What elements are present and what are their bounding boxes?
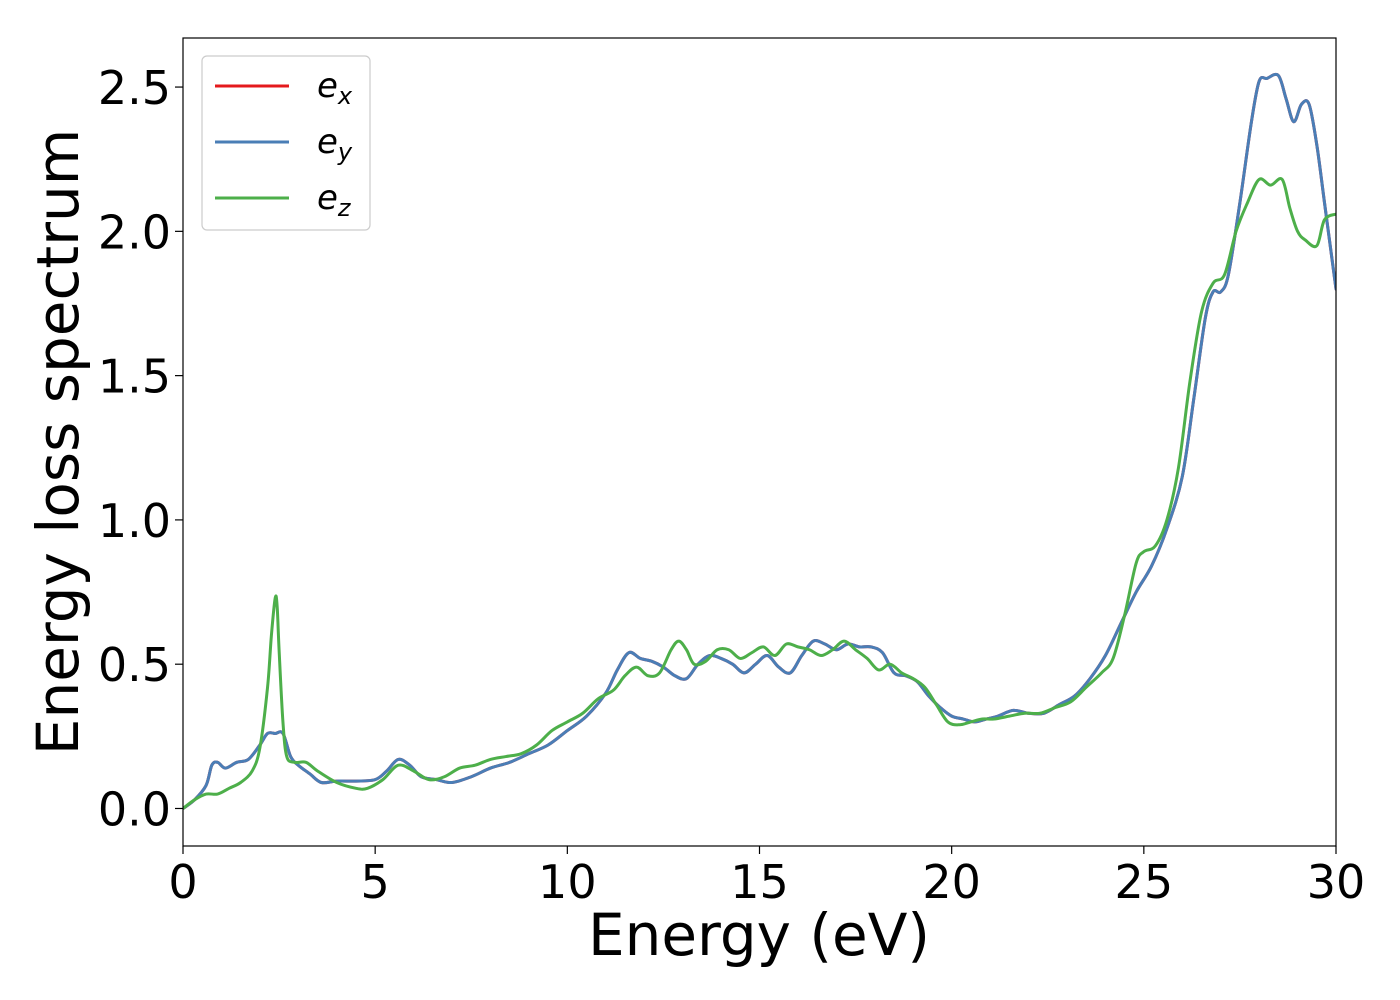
x-axis-title: Energy (eV) xyxy=(588,901,930,969)
y-tick-label: 2.0 xyxy=(98,205,171,259)
y-axis: 0.0 0.5 1.0 1.5 2.0 2.5 xyxy=(98,61,183,836)
x-tick-label: 30 xyxy=(1307,855,1366,909)
legend-label-subscript: z xyxy=(337,194,352,222)
legend-label-base: e xyxy=(317,122,338,162)
x-tick-label: 25 xyxy=(1115,855,1174,909)
y-axis-title: Energy loss spectrum xyxy=(24,129,92,755)
legend-label-subscript: x xyxy=(337,82,353,110)
x-tick-label: 10 xyxy=(538,855,597,909)
series-layer xyxy=(183,72,1336,810)
legend-label-subscript: y xyxy=(337,138,353,166)
y-tick-label: 1.5 xyxy=(98,350,171,404)
x-tick-label: 0 xyxy=(168,855,197,909)
legend-label-y: ey xyxy=(317,122,353,166)
x-tick-label: 5 xyxy=(361,855,390,909)
y-tick-label: 2.5 xyxy=(98,61,171,115)
x-tick-label: 20 xyxy=(922,855,981,909)
series-line-z xyxy=(183,177,1336,810)
legend-label-base: e xyxy=(317,66,338,106)
x-axis: 0 5 10 15 20 25 30 xyxy=(168,846,1365,909)
legend-label-x: ex xyxy=(317,66,353,110)
y-tick-label: 0.5 xyxy=(98,638,171,692)
x-tick-label: 15 xyxy=(730,855,789,909)
legend-label-z: ez xyxy=(317,178,352,222)
y-tick-label: 1.0 xyxy=(98,494,171,548)
y-tick-label: 0.0 xyxy=(98,782,171,836)
legend-label-base: e xyxy=(317,178,338,218)
